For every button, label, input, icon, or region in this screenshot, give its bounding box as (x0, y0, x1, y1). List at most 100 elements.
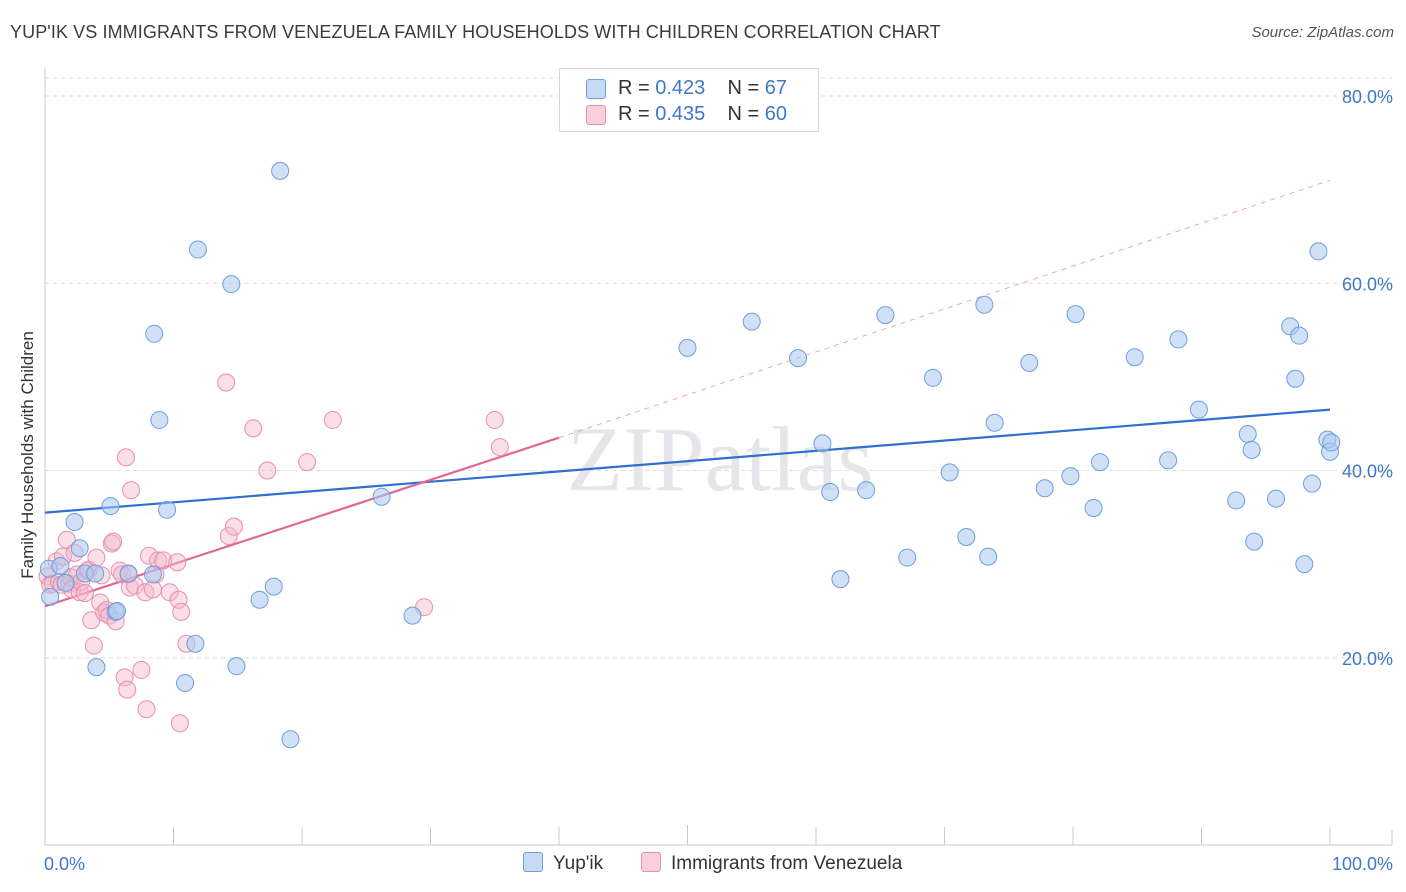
data-point-yupik (176, 674, 195, 693)
data-point-venezuela (170, 714, 189, 733)
trend-lines (44, 179, 1331, 608)
data-point-venezuela (490, 438, 509, 457)
data-point-venezuela (224, 517, 243, 536)
data-point-venezuela (91, 593, 110, 612)
data-point-yupik (145, 324, 164, 343)
data-point-yupik (742, 312, 761, 331)
data-point-yupik (107, 601, 126, 620)
legend-swatch-yupik (586, 79, 606, 99)
y-tick-label: 80.0% (1342, 87, 1393, 107)
data-point-yupik (87, 658, 106, 677)
data-point-yupik (1309, 242, 1328, 261)
bottom-legend-label-venezuela: Immigrants from Venezuela (671, 853, 903, 874)
bottom-legend-swatch-venezuela (641, 852, 661, 872)
x-tick-label-max: 100.0% (1332, 854, 1393, 874)
data-point-yupik (898, 548, 917, 567)
data-point-yupik (940, 463, 959, 482)
data-point-venezuela (168, 553, 187, 572)
data-point-venezuela (258, 461, 277, 480)
data-point-venezuela (116, 448, 135, 467)
data-point-yupik (86, 564, 105, 583)
data-point-venezuela (118, 680, 137, 699)
data-point-yupik (119, 564, 138, 583)
data-point-yupik (264, 577, 283, 596)
data-point-venezuela (122, 481, 141, 500)
data-point-venezuela (75, 584, 94, 603)
data-point-yupik (150, 410, 169, 429)
x-tick-label-min: 0.0% (44, 854, 85, 874)
data-point-yupik (1267, 489, 1286, 508)
data-point-yupik (65, 512, 84, 531)
data-point-yupik (1084, 498, 1103, 517)
legend-n-label: N = (727, 103, 760, 125)
y-tick-label: 20.0% (1342, 649, 1393, 669)
data-point-yupik (372, 487, 391, 506)
data-point-yupik (821, 483, 840, 502)
data-point-venezuela (323, 410, 342, 429)
data-point-yupik (1286, 369, 1305, 388)
series-yupik-points (39, 161, 1341, 749)
data-point-yupik (101, 497, 120, 516)
data-point-venezuela (143, 580, 162, 599)
data-point-yupik (678, 338, 697, 357)
legend-r-value-yupik: 0.423 (655, 77, 706, 99)
trend-line-yupik (44, 408, 1331, 514)
data-point-venezuela (140, 546, 159, 565)
data-point-yupik (222, 275, 241, 294)
bottom-legend-label-yupik: Yup'ik (553, 853, 604, 874)
data-point-yupik (1035, 479, 1054, 498)
data-point-yupik (186, 634, 205, 653)
data-point-yupik (1061, 467, 1080, 486)
bottom-legend-venezuela: Immigrants from Venezuela (641, 852, 902, 875)
data-point-yupik (1169, 330, 1188, 349)
legend-swatch-venezuela (586, 105, 606, 125)
data-point-yupik (957, 527, 976, 546)
data-point-yupik (1238, 424, 1257, 443)
data-point-venezuela (132, 660, 151, 679)
data-point-yupik (1066, 305, 1085, 324)
data-point-yupik (41, 587, 60, 606)
data-point-yupik (813, 434, 832, 453)
data-point-yupik (143, 565, 162, 584)
data-point-yupik (403, 606, 422, 625)
data-point-yupik (250, 590, 269, 609)
data-point-yupik (1245, 532, 1264, 551)
series-venezuela-points (38, 373, 509, 733)
axes (44, 68, 1393, 846)
legend-r-label: R = (618, 103, 650, 125)
data-point-venezuela (87, 548, 106, 567)
y-tick-labels: 20.0% 40.0% 60.0% 80.0% (1342, 87, 1393, 669)
data-point-yupik (70, 539, 89, 558)
data-point-venezuela (104, 532, 123, 551)
data-point-yupik (1295, 555, 1314, 574)
data-point-yupik (1189, 400, 1208, 419)
legend-n-label: N = (727, 77, 760, 99)
data-point-yupik (1090, 453, 1109, 472)
data-point-yupik (1159, 451, 1178, 470)
legend-n-value-yupik: 67 (764, 77, 788, 99)
data-point-venezuela (244, 419, 263, 438)
data-point-yupik (975, 295, 994, 314)
data-point-venezuela (137, 700, 156, 719)
data-point-yupik (789, 349, 808, 368)
bottom-legend-swatch-yupik (523, 852, 543, 872)
data-point-yupik (1303, 474, 1322, 493)
data-point-yupik (158, 500, 177, 519)
trend-extension-venezuela (558, 179, 1331, 439)
data-point-yupik (227, 657, 246, 676)
data-point-yupik (56, 573, 75, 592)
data-point-yupik (188, 240, 207, 259)
data-point-yupik (281, 730, 300, 749)
data-point-venezuela (298, 453, 317, 472)
source-label: Source: ZipAtlas.com (1251, 24, 1394, 41)
data-point-yupik (51, 556, 70, 575)
gridlines (45, 77, 1392, 659)
data-point-venezuela (84, 636, 103, 655)
data-point-venezuela (217, 373, 236, 392)
legend-r-label: R = (618, 77, 650, 99)
data-point-venezuela (154, 551, 173, 570)
data-point-venezuela (219, 527, 238, 546)
data-point-yupik (271, 161, 290, 180)
data-point-yupik (1290, 326, 1309, 345)
